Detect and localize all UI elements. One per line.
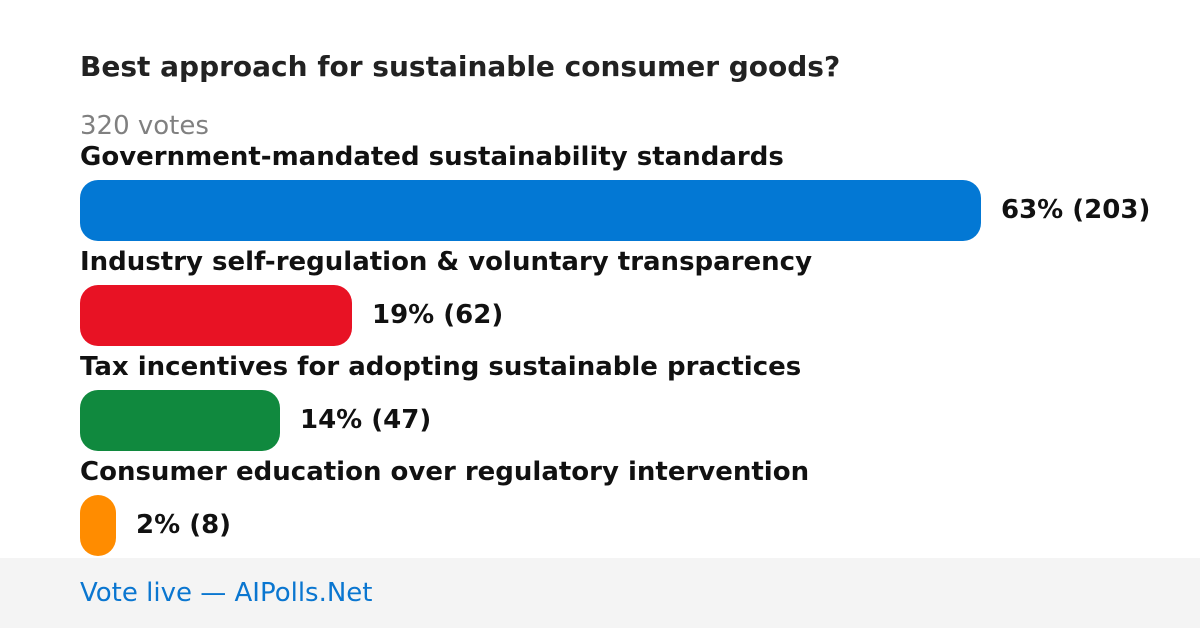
option-bar: [80, 285, 352, 346]
option-bar: [80, 180, 981, 241]
option-label: Government-mandated sustainability stand…: [80, 142, 784, 172]
vote-count: 320 votes: [80, 111, 209, 141]
option-result-label: 63% (203): [1001, 195, 1151, 225]
option-label: Consumer education over regulatory inter…: [80, 457, 810, 487]
option-result-label: 14% (47): [300, 405, 432, 435]
option-label: Industry self-regulation & voluntary tra…: [80, 247, 813, 277]
option-label: Tax incentives for adopting sustainable …: [80, 352, 802, 382]
poll-title: Best approach for sustainable consumer g…: [80, 50, 841, 83]
footer: Vote live — AIPolls.Net: [0, 558, 1200, 628]
option-bar: [80, 495, 116, 556]
option-result-label: 19% (62): [372, 300, 504, 330]
vote-live-link[interactable]: Vote live — AIPolls.Net: [80, 578, 373, 608]
option-result-label: 2% (8): [136, 510, 232, 540]
option-bar: [80, 390, 280, 451]
